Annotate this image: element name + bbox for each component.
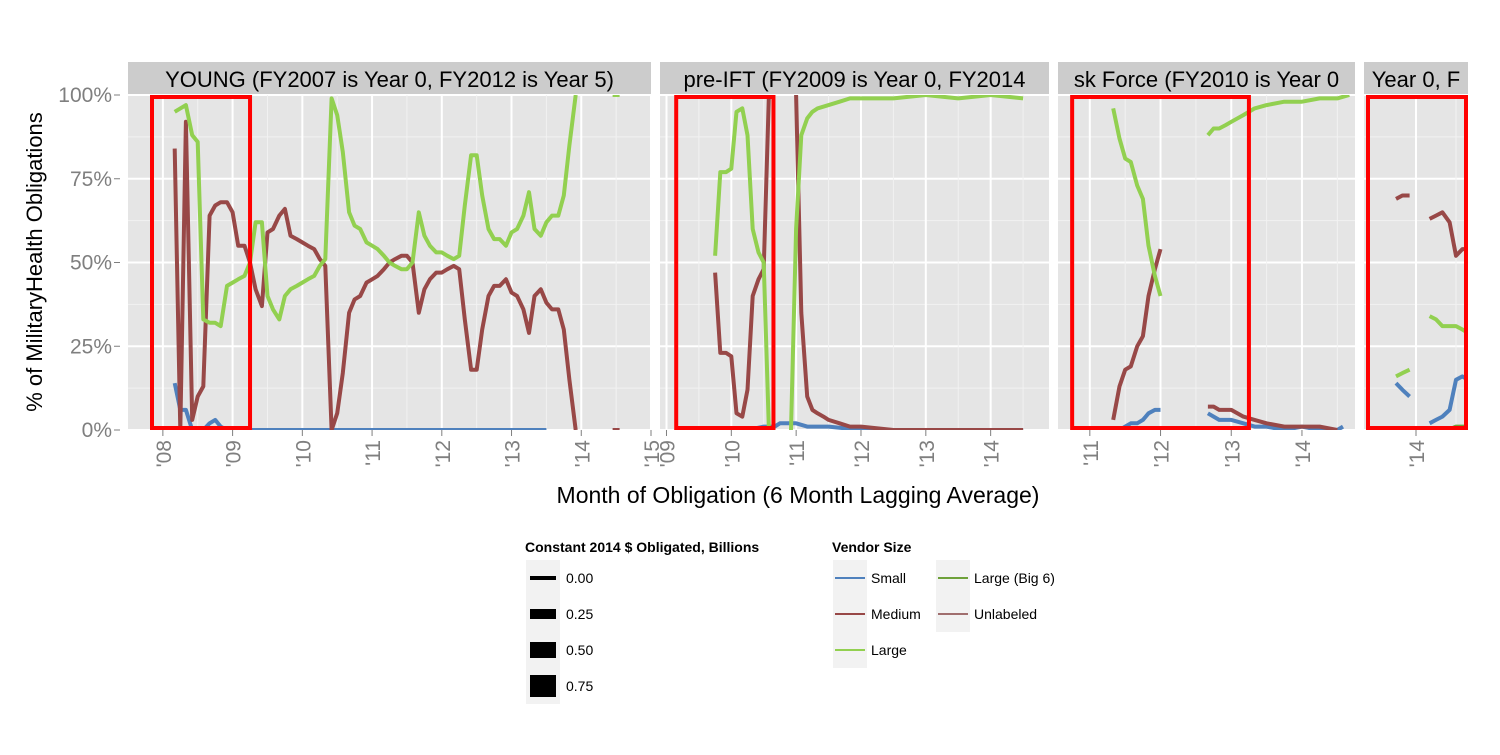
x-tick-label: '10 — [721, 440, 744, 467]
legend-size-key — [530, 675, 556, 697]
panel-3: sk Force (FY2010 is Year 0 '11 '12 '13 '14 — [1058, 62, 1355, 467]
series-line-large — [713, 106, 771, 430]
legend-size-key — [530, 642, 556, 658]
x-tick-label: '13 — [502, 440, 525, 467]
facet-strip — [128, 62, 651, 95]
series-line-large — [173, 95, 578, 329]
legend-size: Constant 2014 $ Obligated, Billions 0.00… — [525, 539, 759, 704]
panel-data — [1111, 95, 1350, 430]
x-tick-label: '12 — [1151, 440, 1174, 467]
x-tick-label: '13 — [916, 440, 939, 467]
panel-data — [1394, 193, 1468, 430]
series-line-small — [1428, 374, 1468, 426]
series-line-medium — [172, 119, 578, 430]
panels-layer: 0% 25% 50% 75% 100% YOUNG (FY2007 is Year 0, … — [58, 62, 1468, 467]
y-tick-label: 50% — [70, 252, 112, 275]
x-tick-label: '15 — [641, 440, 664, 467]
highlight-box — [150, 95, 253, 430]
legend-color: Vendor Size Small Medium Large Large (Big 6… — [832, 539, 1055, 668]
series-line-large — [1395, 367, 1411, 379]
x-tick-label: '12 — [432, 440, 455, 467]
x-tick-label: '11 — [1080, 440, 1103, 466]
y-tick-label: 25% — [70, 335, 112, 358]
x-tick-label: '09 — [656, 440, 679, 467]
legend-color-label: Small — [871, 570, 906, 586]
series-line-medium — [794, 95, 1024, 430]
legend-color-label: Large — [871, 642, 907, 658]
series-line-medium — [1395, 193, 1410, 201]
x-tick-label: '14 — [981, 440, 1004, 468]
legend-size-label: 0.50 — [566, 642, 593, 658]
facet-strip-label: YOUNG (FY2007 is Year 0, FY2012 is Year … — [165, 67, 614, 92]
x-tick-label: '11 — [362, 440, 385, 466]
x-tick-label: '14 — [1292, 440, 1315, 468]
facet-strip — [660, 62, 1049, 95]
facet-strip-label: sk Force (FY2010 is Year 0 — [1074, 67, 1339, 92]
legend-color-label: Medium — [871, 606, 921, 622]
panel-4: Year 0, F '14 — [1364, 62, 1468, 467]
legend-color-label: Unlabeled — [974, 606, 1037, 622]
panel-1: YOUNG (FY2007 is Year 0, FY2012 is Year … — [128, 62, 664, 467]
x-tick-label: '08 — [153, 440, 176, 467]
panel-2: pre-IFT (FY2009 is Year 0, FY2014 '09 '10 '… — [656, 62, 1049, 467]
series-line-small — [1206, 411, 1345, 430]
highlight-box — [674, 95, 776, 430]
legend-size-label: 0.25 — [566, 606, 593, 622]
x-tick-label: '13 — [1221, 440, 1244, 467]
legend-size-title: Constant 2014 $ Obligated, Billions — [525, 539, 759, 555]
x-tick-label: '14 — [1406, 440, 1429, 468]
highlight-box — [1070, 95, 1251, 430]
x-tick-label: '10 — [292, 440, 315, 467]
series-line-medium — [713, 95, 775, 419]
series-line-large — [1206, 95, 1350, 137]
x-tick-label: '12 — [851, 440, 874, 467]
facet-strip — [1364, 62, 1468, 95]
facet-strip — [1058, 62, 1355, 95]
series-line-large — [789, 95, 1024, 430]
x-axis-title: Month of Obligation (6 Month Lagging Ave… — [557, 482, 1040, 508]
x-tick-label: '09 — [223, 440, 246, 467]
facet-strip-label: Year 0, F — [1372, 67, 1460, 92]
series-line-small — [1394, 381, 1411, 398]
legend-size-key — [530, 609, 556, 619]
legend-size-label: 0.00 — [566, 570, 593, 586]
legend-size-key — [530, 576, 556, 580]
legend-color-title: Vendor Size — [832, 539, 912, 555]
legend-color-label: Large (Big 6) — [974, 570, 1055, 586]
y-tick-label: 0% — [82, 419, 112, 442]
x-tick-label: '11 — [786, 440, 809, 466]
x-tick-label: '14 — [571, 440, 594, 468]
y-axis-title: % of MilitaryHealth Obligations — [22, 112, 47, 412]
series-line-large — [1111, 107, 1163, 297]
series-line-large — [1428, 314, 1468, 335]
series-line-medium — [1111, 248, 1163, 421]
panel-data — [172, 95, 620, 430]
legend-size-label: 0.75 — [566, 678, 593, 694]
highlight-box — [1366, 95, 1468, 430]
y-tick-label: 100% — [58, 84, 112, 107]
y-tick-label: 75% — [70, 168, 112, 191]
series-line-medium — [1428, 210, 1468, 258]
facet-strip-label: pre-IFT (FY2009 is Year 0, FY2014 — [684, 67, 1026, 92]
